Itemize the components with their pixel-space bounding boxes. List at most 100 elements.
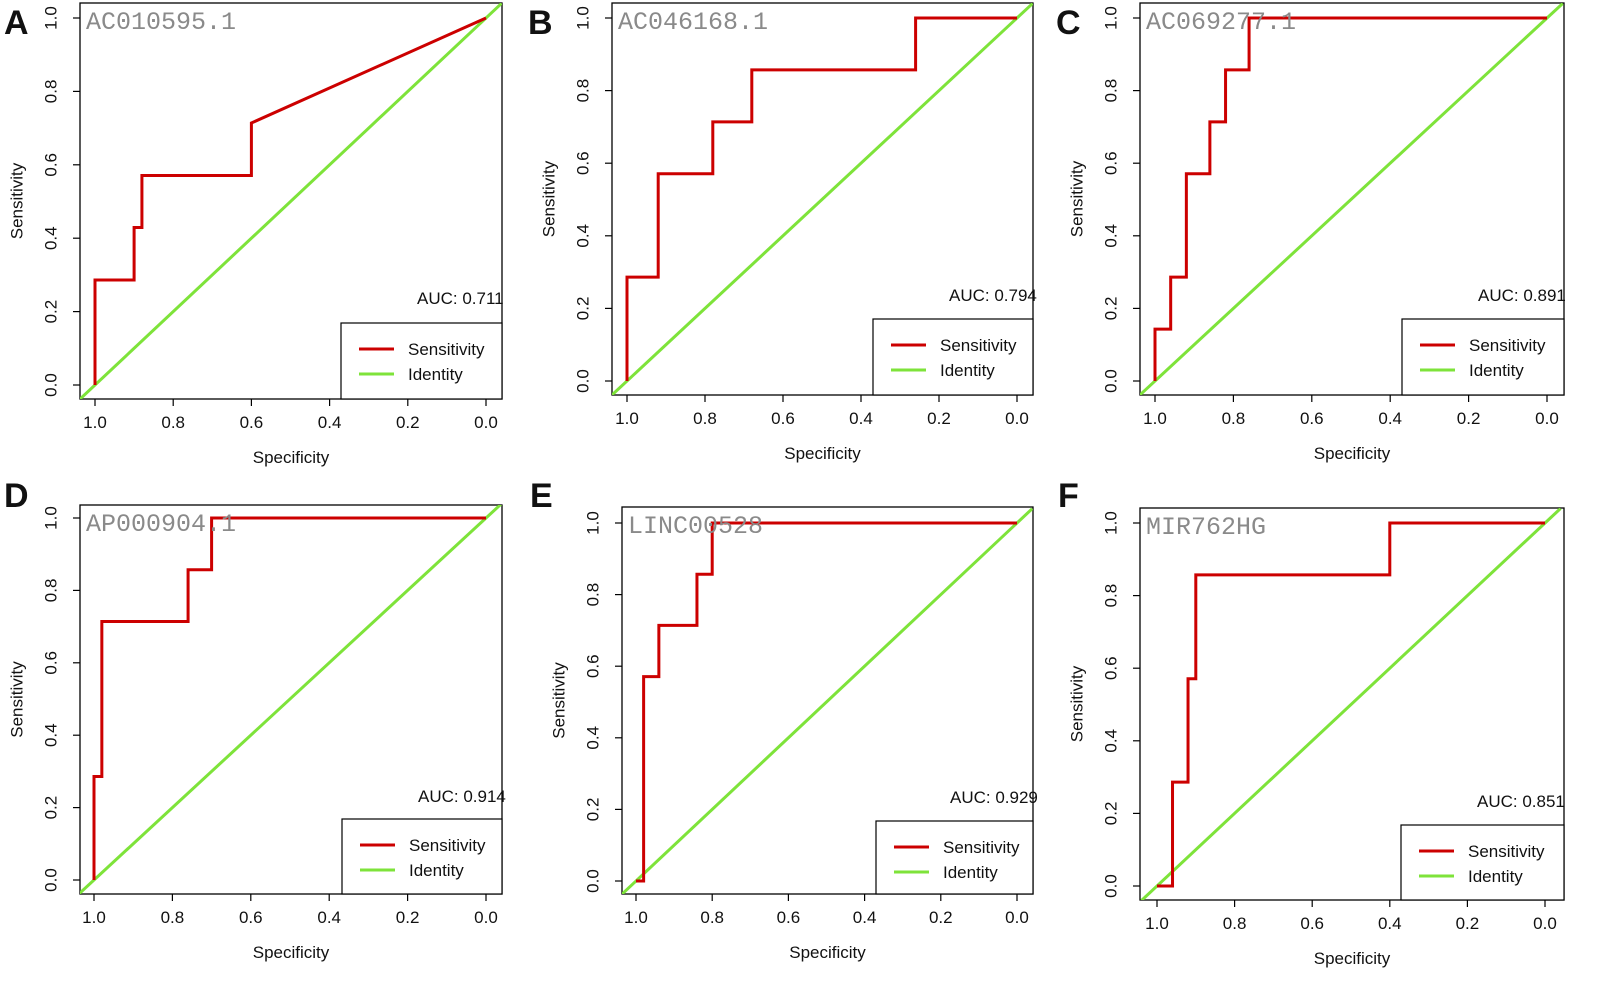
- legend-label-identity: Identity: [409, 861, 464, 880]
- auc-label: AUC: 0.891: [1478, 286, 1566, 305]
- x-tick-label: 0.4: [1378, 409, 1402, 428]
- y-axis-label: Sensitivity: [1067, 665, 1086, 742]
- x-tick-label: 0.8: [1223, 914, 1247, 933]
- x-tick-label: 0.0: [474, 908, 498, 927]
- plot-frame: [79, 504, 503, 895]
- x-tick-label: 0.4: [853, 908, 877, 927]
- y-tick-label: 0.2: [1101, 297, 1120, 321]
- auc-label: AUC: 0.914: [418, 787, 506, 806]
- y-tick-label: 0.8: [1101, 79, 1120, 103]
- x-tick-label: 0.0: [1005, 409, 1029, 428]
- y-tick-label: 0.4: [573, 224, 592, 248]
- y-tick-label: 0.8: [41, 80, 60, 104]
- y-tick-label: 0.4: [583, 726, 602, 750]
- plot-lines: [612, 3, 1033, 395]
- auc-label: AUC: 0.851: [1477, 792, 1565, 811]
- sensitivity-line: [636, 521, 1017, 883]
- x-tick-label: 0.2: [1457, 409, 1481, 428]
- x-tick-label: 1.0: [615, 409, 639, 428]
- auc-label: AUC: 0.929: [950, 788, 1038, 807]
- y-tick-label: 0.0: [1101, 369, 1120, 393]
- plot-lines: [80, 505, 502, 894]
- y-axis-label: Sensitivity: [549, 662, 568, 739]
- y-tick-label: 0.2: [573, 297, 592, 321]
- y-axis-label: Sensitivity: [1067, 160, 1086, 237]
- y-tick-label: 0.8: [41, 579, 60, 603]
- legend-label-sensitivity: Sensitivity: [408, 340, 485, 359]
- y-tick-label: 0.2: [41, 300, 60, 324]
- x-tick-label: 0.8: [1222, 409, 1246, 428]
- roc-panel-b: B 1.0 0.8 0.6 0.4 0.2 0.0 0.0 0.2 0.4 0.6 0.8 1.0 Spe…: [528, 2, 1037, 463]
- panel-letter: F: [1058, 477, 1079, 515]
- y-tick-label: 0.6: [41, 651, 60, 675]
- panel-letter: E: [530, 477, 553, 515]
- identity-line: [80, 3, 502, 399]
- x-tick-label: 0.6: [240, 413, 264, 432]
- x-tick-label: 0.6: [777, 908, 801, 927]
- x-axis-label: Specificity: [789, 943, 866, 962]
- panel-letter: C: [1056, 4, 1081, 42]
- legend-label-sensitivity: Sensitivity: [940, 336, 1017, 355]
- legend-label-sensitivity: Sensitivity: [1468, 842, 1545, 861]
- auc-label: AUC: 0.711: [417, 289, 504, 308]
- y-tick-label: 1.0: [41, 6, 60, 30]
- gene-name-label: AC010595.1: [86, 8, 236, 37]
- gene-name-label: AC069277.1: [1146, 8, 1296, 37]
- legend-box: [872, 318, 1034, 396]
- legend-label-sensitivity: Sensitivity: [1469, 336, 1546, 355]
- roc-panel-e: E 1.0 0.8 0.6 0.4 0.2 0.0 0.0 0.2 0.4 0.6 0.8 1.0 Spe…: [530, 477, 1038, 962]
- legend-label-sensitivity: Sensitivity: [409, 836, 486, 855]
- plot-lines: [1140, 508, 1562, 900]
- panel-letter: A: [4, 4, 29, 42]
- x-tick-label: 1.0: [624, 908, 648, 927]
- plot-lines: [1140, 3, 1564, 395]
- legend-label-identity: Identity: [408, 365, 463, 384]
- legend-box: [340, 322, 503, 400]
- x-tick-label: 0.6: [1300, 914, 1324, 933]
- y-tick-label: 0.2: [1101, 802, 1120, 826]
- identity-line: [622, 507, 1033, 894]
- x-tick-label: 0.4: [1378, 914, 1402, 933]
- y-tick-label: 0.6: [573, 151, 592, 175]
- y-tick-label: 0.0: [41, 373, 60, 397]
- x-tick-label: 0.2: [396, 413, 420, 432]
- x-tick-label: 0.0: [1533, 914, 1557, 933]
- x-axis-label: Specificity: [1314, 949, 1391, 968]
- x-tick-label: 0.2: [929, 908, 953, 927]
- roc-panel-f: F 1.0 0.8 0.6 0.4 0.2 0.0 0.0 0.2 0.4 0.6 0.8 1.0 Spe…: [1058, 477, 1565, 968]
- plot-frame: [1139, 507, 1565, 901]
- auc-label: AUC: 0.794: [949, 286, 1037, 305]
- legend-label-sensitivity: Sensitivity: [943, 838, 1020, 857]
- gene-name-label: AC046168.1: [618, 8, 768, 37]
- roc-panel-a: A 1.0 0.8 0.6 0.4 0.2 0.0 0.0 0.2 0.4 0.6 0.8 1.0 Spe…: [4, 2, 504, 467]
- x-tick-label: 0.8: [161, 908, 185, 927]
- x-tick-label: 0.0: [474, 413, 498, 432]
- identity-line: [612, 3, 1033, 395]
- sensitivity-line: [1153, 16, 1547, 381]
- x-tick-label: 0.4: [317, 908, 341, 927]
- y-tick-label: 1.0: [583, 511, 602, 535]
- legend-box: [1400, 824, 1565, 901]
- y-tick-label: 0.4: [1101, 729, 1120, 753]
- sensitivity-line: [93, 16, 487, 385]
- x-tick-label: 0.4: [849, 409, 873, 428]
- y-axis-label: Sensitivity: [7, 162, 26, 239]
- gene-name-label: MIR762HG: [1146, 513, 1266, 542]
- y-tick-label: 0.4: [41, 723, 60, 747]
- sensitivity-line: [92, 516, 486, 880]
- panel-letter: B: [528, 4, 553, 42]
- y-tick-label: 1.0: [1101, 6, 1120, 30]
- legend-label-identity: Identity: [940, 361, 995, 380]
- plot-frame: [1139, 2, 1565, 396]
- panel-letter: D: [4, 477, 29, 515]
- x-tick-label: 0.8: [700, 908, 724, 927]
- legend-box: [875, 820, 1034, 895]
- y-tick-label: 0.6: [1101, 151, 1120, 175]
- y-axis-label: Sensitivity: [7, 661, 26, 738]
- y-tick-label: 0.2: [41, 796, 60, 820]
- y-tick-label: 0.6: [1101, 656, 1120, 680]
- x-axis-label: Specificity: [1314, 444, 1391, 463]
- y-tick-label: 1.0: [1101, 511, 1120, 535]
- x-tick-label: 1.0: [82, 908, 106, 927]
- y-tick-label: 0.0: [1101, 874, 1120, 898]
